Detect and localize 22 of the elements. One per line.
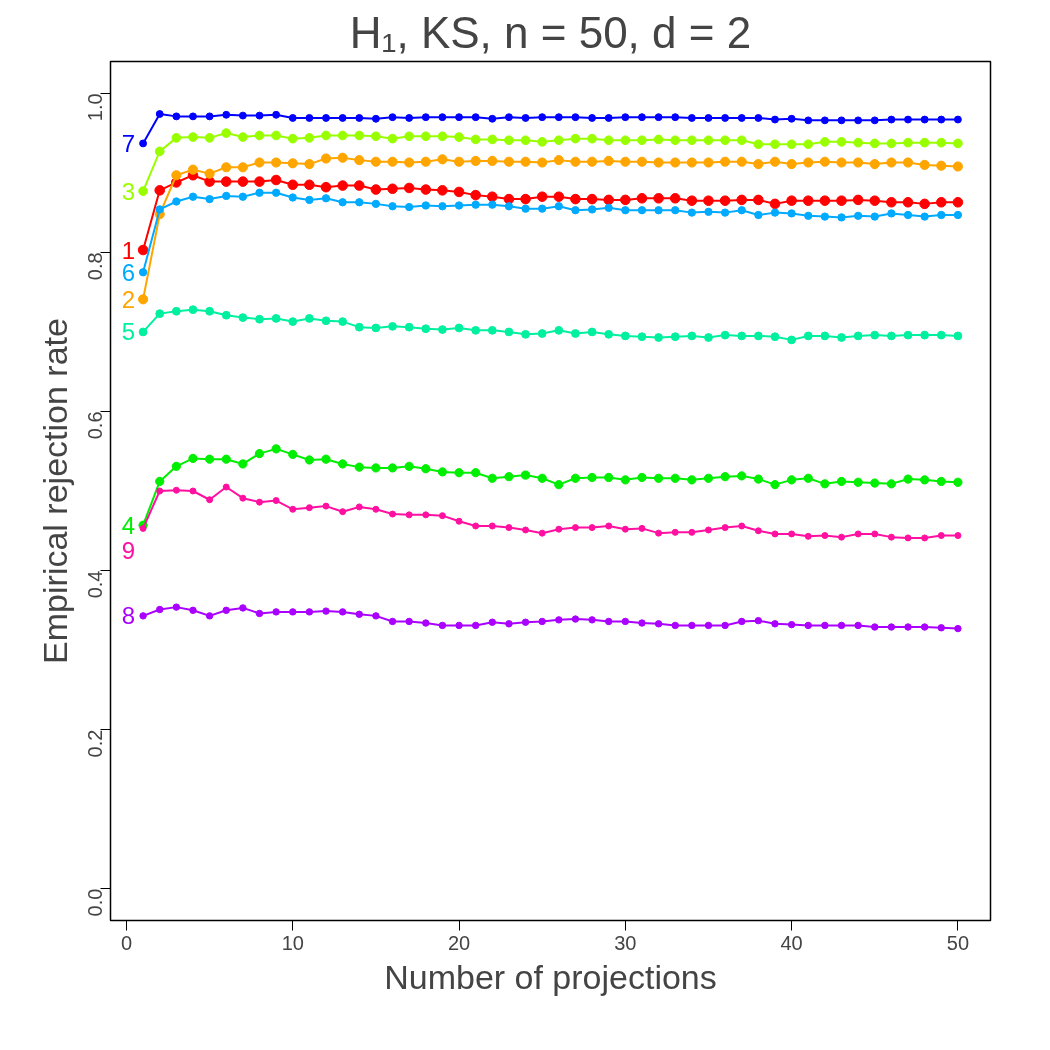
x-tick-label: 50 [946,931,970,954]
y-tick-label: 0.6 [84,411,107,440]
x-tick-label: 20 [447,931,471,954]
y-axis-title: Empirical rejection rate [35,318,74,664]
series-label: 4 [121,511,136,539]
x-tick-label: 40 [780,931,803,954]
x-tick-label: 0 [120,931,133,954]
y-tick-label: 0.4 [84,570,107,599]
series-label: 7 [121,129,136,157]
x-tick-label: 30 [614,931,637,954]
series-label: 2 [121,285,136,313]
chart-title: H₁, KS, n = 50, d = 2 [349,7,752,57]
y-tick-label: 0.2 [84,729,107,758]
y-tick-label: 0.0 [84,888,107,917]
series-label: 9 [121,536,136,564]
x-axis-title: Number of projections [384,957,717,996]
y-tick-label: 1.0 [84,93,107,122]
series-label: 8 [121,602,136,630]
series-label: 3 [121,177,136,205]
y-tick-label: 0.8 [84,252,107,281]
series-label: 5 [121,318,136,346]
x-tick-label: 10 [281,931,304,954]
